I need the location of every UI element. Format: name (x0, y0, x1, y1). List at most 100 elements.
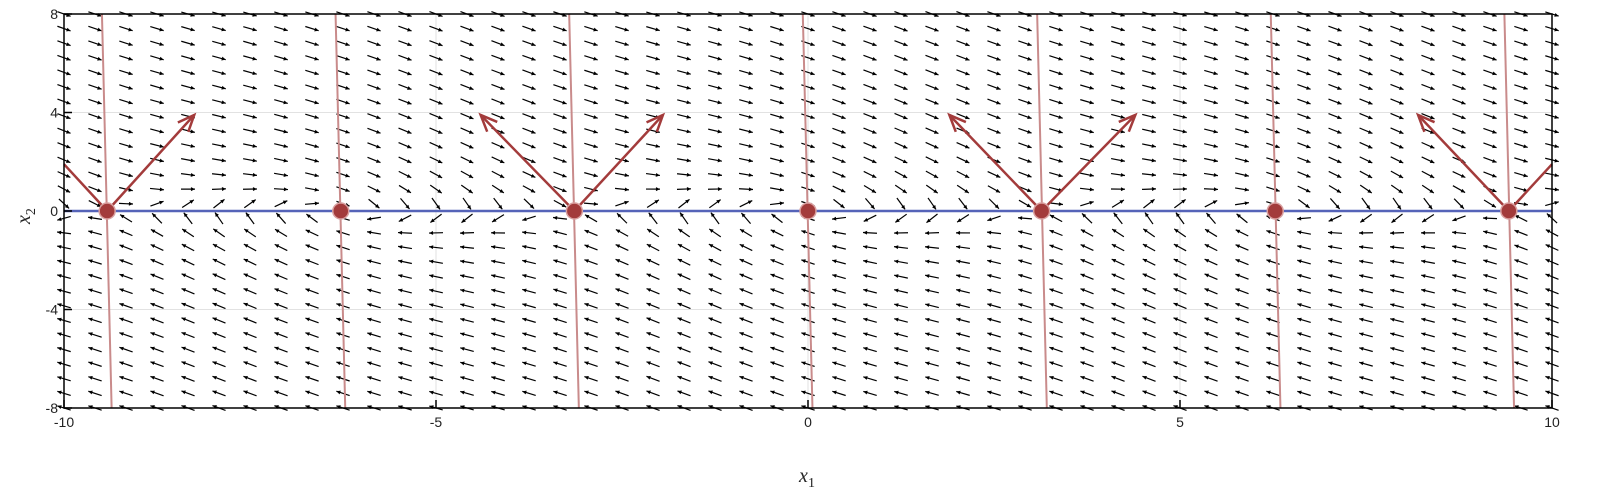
vector-arrow-head (88, 390, 93, 395)
vector-arrow (553, 25, 567, 32)
vector-arrow-head (1049, 229, 1054, 234)
vector-arrow (181, 287, 195, 295)
vector-arrow-head (283, 158, 288, 163)
vector-arrow (801, 273, 815, 280)
vector-arrow (646, 143, 660, 148)
vector-arrow-head (429, 259, 434, 264)
vector-arrow-head (1483, 376, 1488, 380)
vector-arrow (1359, 127, 1373, 135)
vector-arrow-head (1204, 288, 1210, 292)
vector-arrow-head (305, 375, 310, 380)
vector-arrow-head (429, 303, 434, 308)
vector-arrow-head (810, 27, 815, 32)
vector-arrow-head (925, 245, 930, 250)
vector-arrow (398, 54, 412, 61)
vector-arrow-head (367, 288, 372, 293)
vector-arrow-head (1429, 174, 1435, 178)
vector-arrow (367, 54, 381, 61)
vector-arrow-head (1027, 129, 1032, 134)
vector-arrow (398, 390, 412, 396)
vector-arrow (1328, 83, 1342, 90)
vector-arrow (584, 172, 598, 178)
vector-arrow (491, 214, 505, 223)
vector-arrow-head (1058, 100, 1063, 105)
vector-arrow (305, 273, 319, 280)
vector-arrow (1111, 143, 1125, 148)
vector-arrow (801, 142, 815, 149)
vector-arrow (1142, 69, 1156, 76)
vector-arrow-head (190, 172, 195, 177)
vector-arrow-head (1514, 332, 1519, 336)
vector-arrow (584, 25, 598, 32)
vector-arrow (739, 113, 753, 119)
vector-arrow (615, 143, 629, 148)
vector-arrow-head (995, 144, 1001, 149)
vector-arrow-head (1058, 71, 1063, 76)
vector-arrow-head (436, 204, 441, 210)
vector-arrow (1390, 274, 1404, 279)
vector-arrow-head (779, 158, 784, 163)
vector-arrow-head (128, 27, 133, 32)
vector-arrow (1049, 332, 1063, 338)
vector-arrow (1514, 244, 1528, 251)
vector-arrow-head (1305, 173, 1311, 178)
vector-arrow-head (128, 173, 133, 178)
vector-arrow (212, 99, 226, 105)
vector-arrow-head (1452, 217, 1457, 222)
vector-arrow-head (221, 42, 226, 46)
vector-arrow-head (1111, 259, 1117, 263)
vector-arrow-head (491, 230, 496, 235)
vector-arrow-head (274, 273, 280, 278)
vector-arrow-head (1213, 85, 1218, 90)
vector-arrow (1359, 40, 1373, 47)
vector-arrow (1483, 40, 1497, 47)
vector-arrow (1018, 273, 1032, 280)
vector-arrow (677, 143, 691, 148)
vector-arrow (1297, 185, 1311, 193)
vector-arrow (1266, 230, 1280, 236)
vector-arrow (1049, 157, 1063, 163)
vector-arrow (1390, 25, 1404, 32)
vector-arrow-head (996, 86, 1001, 90)
vector-arrow-head (779, 100, 784, 105)
vector-arrow (894, 25, 908, 32)
vector-arrow (462, 197, 472, 210)
vector-arrow-head (1335, 204, 1340, 209)
vector-arrow-head (336, 303, 341, 307)
vector-arrow-head (1181, 199, 1186, 204)
vector-arrow-head (863, 361, 868, 366)
vector-arrow (1081, 212, 1093, 224)
vector-arrow-head (283, 56, 288, 61)
vector-arrow-head (1266, 244, 1271, 249)
vector-arrow (460, 346, 474, 353)
vector-arrow (1173, 113, 1187, 119)
vector-arrow (925, 98, 939, 105)
eigenvector-arrow-shaft (479, 114, 576, 212)
vector-arrow (1390, 332, 1404, 338)
vector-arrow-head (1027, 159, 1032, 163)
vector-arrow (925, 332, 939, 338)
vector-arrow-head (500, 100, 505, 105)
vector-arrow-head (1275, 71, 1280, 76)
vector-arrow-head (212, 258, 218, 263)
vector-arrow-head (1173, 375, 1178, 380)
vector-arrow-head (615, 317, 620, 322)
vector-arrow-head (717, 172, 722, 177)
vector-arrow-head (243, 288, 249, 292)
vector-arrow (522, 127, 536, 134)
vector-arrow (1080, 317, 1094, 324)
vector-arrow-head (437, 130, 443, 134)
vector-arrow-head (956, 317, 961, 322)
vector-arrow-head (159, 129, 164, 134)
vector-arrow (863, 113, 877, 120)
vector-arrow (1514, 317, 1528, 324)
vector-arrow (1266, 40, 1280, 46)
vector-arrow (1049, 375, 1063, 382)
vector-arrow (181, 258, 195, 266)
vector-arrow-head (1151, 100, 1156, 105)
vector-arrow-head (686, 42, 691, 46)
vector-arrow (801, 361, 815, 367)
vector-arrow-head (1151, 42, 1156, 46)
vector-arrow-head (181, 244, 187, 248)
vector-arrow (1390, 156, 1404, 164)
